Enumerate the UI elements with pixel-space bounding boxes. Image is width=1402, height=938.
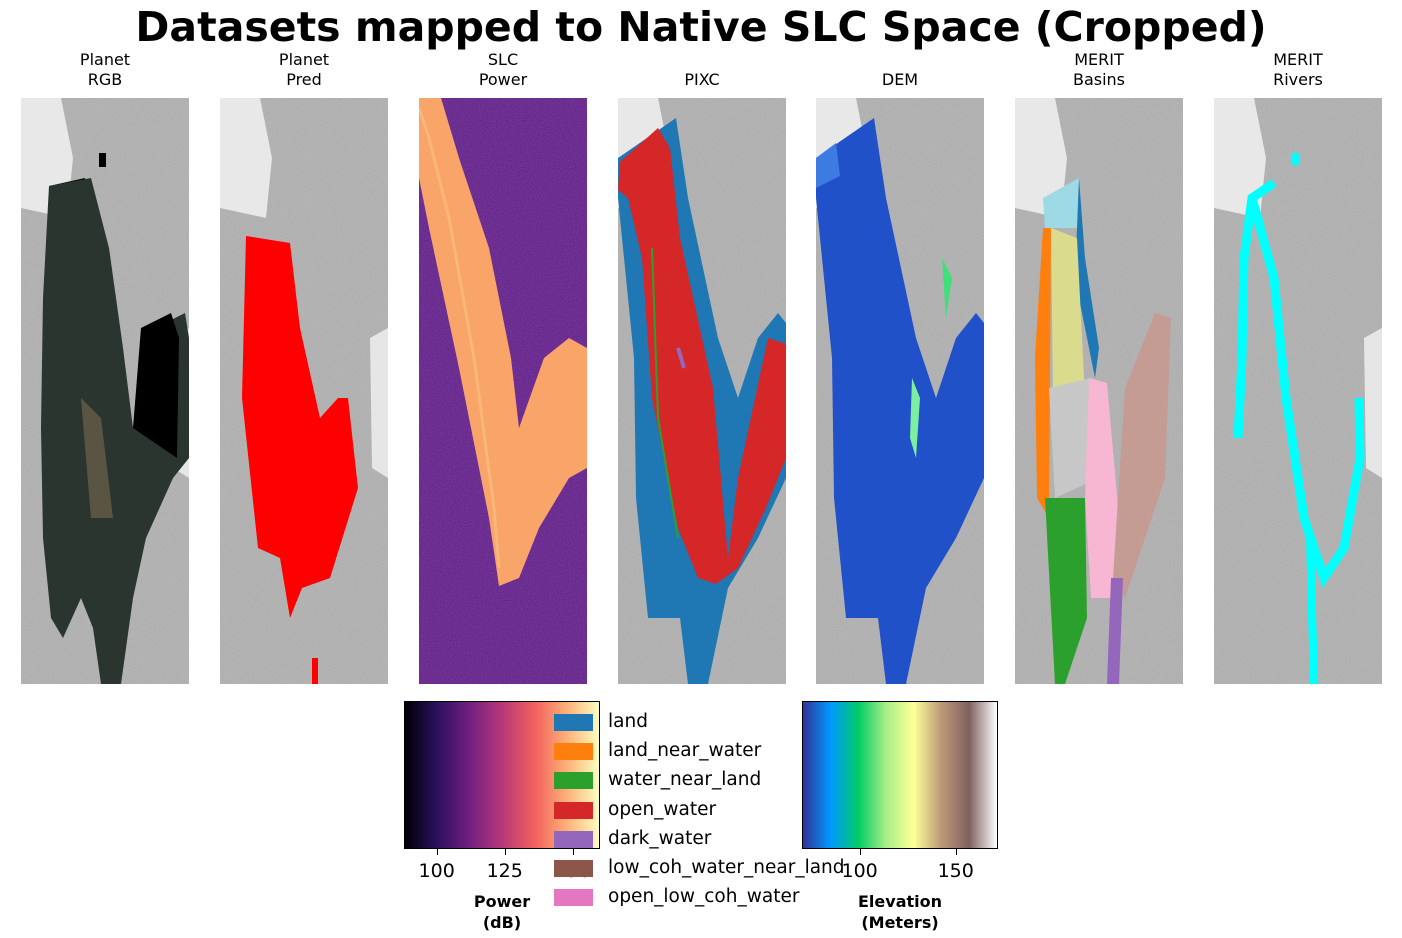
panel-title-dem: DEM (881, 70, 919, 89)
legend-item: water_near_land (554, 769, 874, 791)
legend-label: dark_water (608, 827, 712, 849)
power-tick-mark (572, 849, 574, 855)
legend-swatch (554, 830, 593, 848)
legend-item: open_low_coh_water (554, 886, 874, 908)
panel-title-pixc: PIXC (684, 70, 720, 89)
legend-swatch (554, 772, 593, 790)
elevation-tick-label: 100 (841, 860, 878, 882)
elevation-tick-label: 150 (937, 860, 974, 882)
power-tick-label: 125 (486, 860, 523, 882)
panel-dem (816, 98, 984, 684)
panel-title-merit-basins: MERIT Basins (1072, 50, 1126, 89)
panel-title-planet-rgb: Planet RGB (79, 50, 131, 89)
panel-planet-rgb (21, 98, 189, 684)
legend-label: water_near_land (608, 769, 762, 791)
elevation-tick-mark (955, 849, 957, 855)
legend-label: open_water (608, 798, 717, 820)
legend-item: dark_water (554, 827, 874, 849)
panel-merit-basins (1015, 98, 1183, 684)
panel-title-planet-pred: Planet Pred (278, 50, 330, 89)
panel-title-slc-power: SLC Power (478, 50, 528, 89)
legend-item: open_water (554, 798, 874, 820)
legend-swatch (554, 889, 593, 907)
power-tick-mark (436, 849, 438, 855)
elevation-colorbar-label: Elevation (Meters) (857, 892, 943, 932)
panel-title-merit-rivers: MERIT Rivers (1273, 50, 1323, 89)
legend-swatch (554, 860, 593, 877)
legend-item: land_near_water (554, 740, 874, 762)
legend-item: low_coh_water_near_land (554, 857, 874, 878)
legend-swatch (554, 743, 593, 761)
elevation-colorbar (802, 701, 998, 849)
figure-title: Datasets mapped to Native SLC Space (Cro… (135, 3, 1267, 51)
legend-swatch (554, 714, 593, 731)
panel-slc-power (419, 98, 587, 684)
power-tick-mark (504, 849, 506, 855)
legend-label: land_near_water (608, 740, 762, 762)
power-tick-label: 100 (418, 860, 455, 882)
legend-label: low_coh_water_near_land (608, 857, 845, 878)
power-colorbar-label: Power (dB) (473, 892, 531, 932)
panel-pixc (618, 98, 786, 684)
panel-merit-rivers (1214, 98, 1382, 684)
panel-planet-pred (220, 98, 388, 684)
legend-item: land (554, 711, 874, 732)
elevation-tick-mark (859, 849, 861, 855)
legend-label: open_low_coh_water (608, 886, 800, 908)
legend-swatch (554, 801, 593, 819)
legend-label: land (608, 711, 648, 732)
